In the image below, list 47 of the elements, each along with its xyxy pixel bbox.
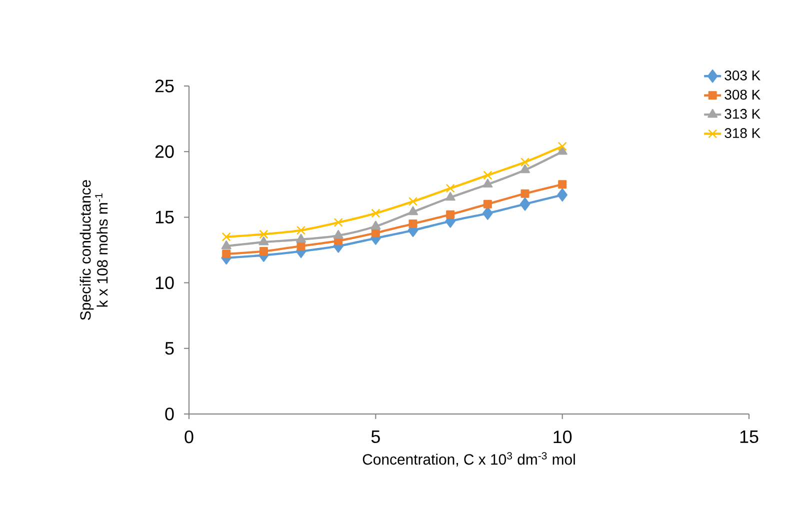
point	[334, 218, 343, 227]
point	[259, 247, 268, 256]
x-tick-label: 10	[554, 430, 572, 444]
point	[222, 232, 231, 242]
point	[408, 206, 418, 216]
point	[333, 230, 344, 239]
point	[408, 196, 418, 206]
x-tick-label: 15	[740, 430, 758, 444]
y-tick-label: 20	[155, 145, 174, 158]
point	[482, 206, 493, 220]
legend-label: 308 K	[724, 90, 760, 100]
point	[520, 189, 530, 198]
point	[259, 230, 268, 239]
legend-label: 313 K	[724, 108, 760, 119]
point	[557, 188, 568, 202]
point	[520, 158, 530, 167]
point	[258, 236, 269, 246]
point	[221, 240, 232, 250]
x-axis-title: Concentration, C x 10$^{3}$ dm$^{-3}$ mol	[362, 452, 575, 466]
x-tick-label: 0	[184, 430, 194, 444]
y-tick-label: 25	[155, 80, 174, 92]
y-tick-label: 5	[165, 342, 174, 355]
point	[482, 178, 493, 188]
point	[558, 180, 567, 189]
point	[483, 200, 492, 208]
point	[446, 184, 455, 193]
point	[371, 228, 380, 238]
y-tick-label: 15	[156, 210, 174, 224]
y-tick-label: 10	[156, 276, 174, 290]
point	[222, 250, 231, 258]
point	[558, 142, 567, 151]
point	[370, 220, 381, 230]
point	[520, 197, 530, 211]
point	[445, 192, 456, 201]
y-tick-label: 0	[165, 408, 174, 420]
y-axis-title: Specific conductance k x 108 mohs m$^{-1}$	[80, 180, 108, 320]
point	[296, 234, 306, 243]
legend-label: 318 K	[724, 128, 760, 138]
x-tick-label: 5	[371, 430, 380, 444]
point	[371, 208, 380, 218]
point	[296, 242, 306, 250]
point	[296, 226, 306, 235]
legend-label: 303 K	[724, 70, 760, 80]
point	[483, 170, 492, 180]
point	[520, 164, 530, 174]
point	[446, 210, 455, 219]
point	[408, 220, 418, 228]
